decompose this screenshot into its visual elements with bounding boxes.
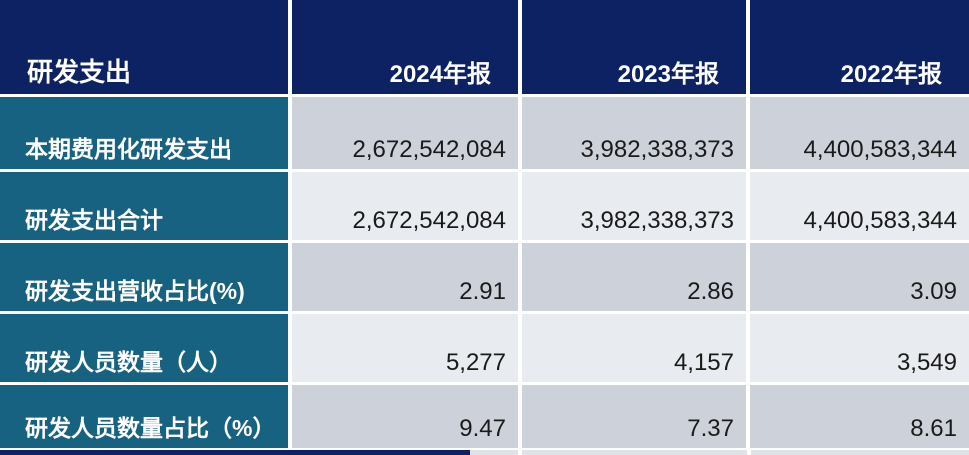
row-label-rd-staff-ratio: 研发人员数量占比（%）	[0, 385, 288, 448]
table-cell: 7.37	[522, 385, 746, 448]
row-label-expensed-rd: 本期费用化研发支出	[0, 97, 288, 169]
table-cell: 3,549	[750, 314, 969, 382]
table-cell: 2.91	[292, 243, 518, 311]
column-separator	[747, 450, 751, 455]
table-cell: 3,982,338,373	[522, 172, 746, 240]
row-label-rd-revenue-ratio: 研发支出营收占比(%)	[0, 243, 288, 311]
table-cell: 5,277	[292, 314, 518, 382]
table-cell: 2,672,542,084	[292, 97, 518, 169]
table-cell: 9.47	[292, 385, 518, 448]
next-row-sliver-navy	[0, 448, 470, 455]
table-cell: 3,982,338,373	[522, 97, 746, 169]
column-separator	[518, 450, 522, 455]
table-cell: 4,400,583,344	[750, 97, 969, 169]
table-cell: 8.61	[750, 385, 969, 448]
table-cell: 3.09	[750, 243, 969, 311]
table-cell: 4,400,583,344	[750, 172, 969, 240]
table-cell: 2.86	[522, 243, 746, 311]
table-title: 研发支出	[0, 0, 288, 94]
next-row-sliver	[0, 448, 969, 455]
row-label-rd-staff-count: 研发人员数量（人）	[0, 314, 288, 382]
column-header-2024: 2024年报	[292, 0, 518, 94]
table-cell: 2,672,542,084	[292, 172, 518, 240]
table-cell: 4,157	[522, 314, 746, 382]
column-header-2023: 2023年报	[522, 0, 746, 94]
row-label-total-rd: 研发支出合计	[0, 172, 288, 240]
column-header-2022: 2022年报	[750, 0, 969, 94]
